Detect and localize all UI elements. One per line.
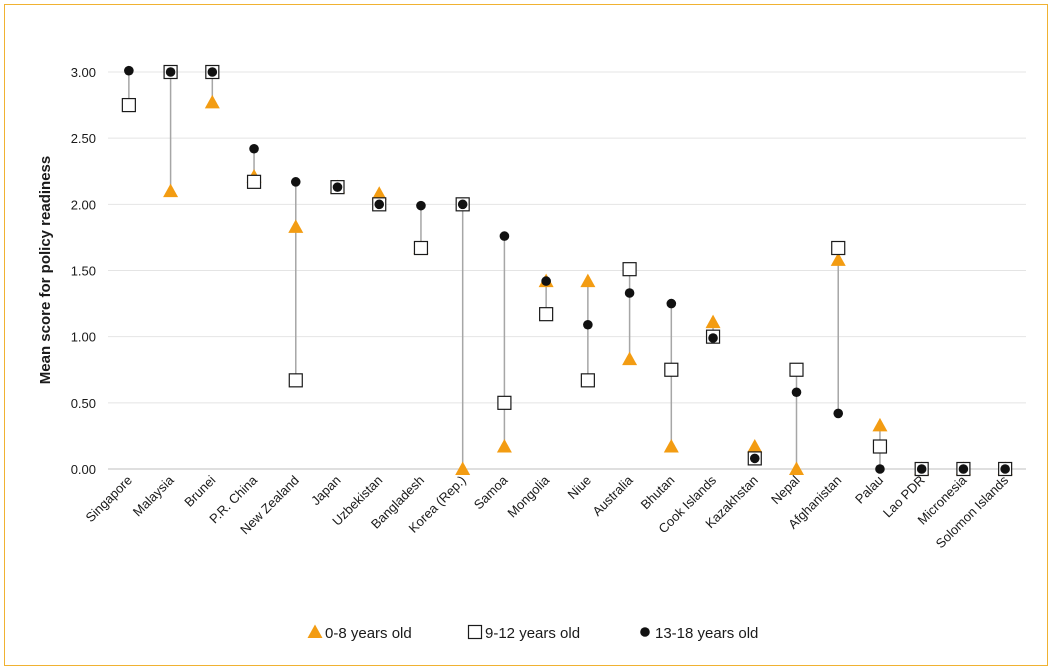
circle-marker (583, 320, 593, 330)
legend: 0-8 years old 9-12 years old 13-18 years o… (308, 625, 759, 643)
circle-marker (166, 67, 176, 77)
legend-label: 9-12 years old (485, 625, 580, 642)
triangle-marker (163, 184, 178, 198)
triangle-marker (205, 95, 220, 109)
x-tick-label: Niue (564, 473, 594, 503)
circle-marker (833, 409, 843, 419)
y-tick-label: 2.50 (71, 131, 96, 146)
circle-marker (500, 231, 510, 241)
legend-label: 13-18 years old (655, 625, 758, 642)
square-marker (498, 396, 511, 409)
triangle-marker (706, 315, 721, 329)
square-marker (623, 263, 636, 276)
gridlines (108, 72, 1026, 469)
square-marker (540, 308, 553, 321)
circle-marker (208, 67, 218, 77)
x-tick-label: Japan (308, 473, 344, 509)
x-tick-label: Mongolia (504, 472, 552, 520)
circle-marker (1000, 464, 1010, 474)
triangle-marker (580, 274, 595, 288)
y-tick-label: 0.00 (71, 462, 96, 477)
x-tick-label: Palau (852, 473, 886, 507)
circle-marker (959, 464, 969, 474)
circle-marker (249, 144, 259, 154)
circle-marker (124, 66, 134, 76)
y-tick-label: 2.00 (71, 197, 96, 212)
y-tick-label: 3.00 (71, 65, 96, 80)
circle-marker (917, 464, 927, 474)
y-tick-label: 1.00 (71, 330, 96, 345)
x-tick-label: Malaysia (130, 472, 177, 519)
circle-marker (667, 299, 677, 309)
y-axis-label: Mean score for policy readiness (37, 156, 54, 384)
legend-square-icon (469, 626, 482, 639)
square-marker (248, 175, 261, 188)
circle-marker (458, 200, 468, 210)
circle-marker (750, 454, 760, 464)
circle-marker (416, 201, 426, 211)
x-tick-label: Bhutan (638, 473, 678, 513)
y-tick-label: 0.50 (71, 396, 96, 411)
circle-marker (333, 182, 343, 192)
y-tick-labels: 0.00 0.50 1.00 1.50 2.00 2.50 3.00 (71, 65, 96, 477)
square-marker (832, 242, 845, 255)
y-tick-label: 1.50 (71, 264, 96, 279)
square-marker (122, 99, 135, 112)
square-marker (289, 374, 302, 387)
square-marker (873, 440, 886, 453)
circle-marker (792, 387, 802, 397)
circle-marker (875, 464, 885, 474)
triangle-marker (622, 352, 637, 366)
legend-circle-icon (640, 627, 650, 637)
x-tick-label: Singapore (82, 473, 135, 526)
legend-triangle-icon (308, 625, 323, 639)
x-tick-label: Samoa (471, 472, 511, 512)
triangle-marker (288, 219, 303, 233)
legend-label: 0-8 years old (325, 625, 412, 642)
triangle-marker (664, 439, 679, 453)
circle-marker (625, 288, 635, 298)
triangle-marker (747, 439, 762, 453)
x-tick-label: Australia (589, 472, 636, 519)
square-marker (790, 363, 803, 376)
x-tick-label: Nepal (768, 472, 803, 507)
x-tick-label: Brunei (181, 472, 218, 509)
square-marker (581, 374, 594, 387)
circle-marker (708, 333, 718, 343)
triangle-marker (497, 439, 512, 453)
triangle-marker (872, 418, 887, 432)
circle-marker (541, 276, 551, 286)
square-marker (665, 363, 678, 376)
circle-marker (374, 200, 384, 210)
x-tick-label: Solomon Islands (933, 472, 1012, 551)
circle-marker (291, 177, 301, 187)
square-marker (414, 242, 427, 255)
